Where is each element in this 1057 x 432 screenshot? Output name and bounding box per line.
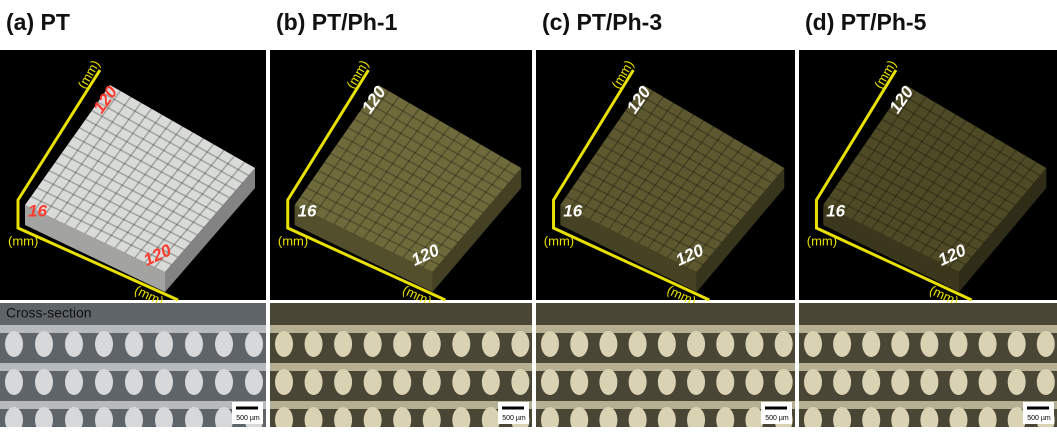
panel-title: (d) PT/Ph-5: [805, 9, 927, 35]
scale-label: 500 µm: [1027, 415, 1051, 422]
fiber: [891, 369, 909, 395]
fiber: [920, 369, 938, 395]
fiber: [541, 331, 559, 357]
fiber: [716, 369, 734, 395]
panel: (c) PT/Ph-3(mm)(mm)(mm)12016120500 µm: [536, 9, 795, 427]
fiber: [393, 331, 411, 357]
fiber: [833, 331, 851, 357]
unit-label: (mm): [278, 233, 308, 248]
fiber: [245, 369, 263, 395]
scale-label: 500 µm: [765, 415, 789, 422]
fiber: [1037, 369, 1055, 395]
fiber: [687, 331, 705, 357]
fiber: [629, 331, 647, 357]
fiber: [658, 331, 676, 357]
fiber: [833, 369, 851, 395]
fiber: [599, 331, 617, 357]
fiber: [155, 369, 173, 395]
fiber: [95, 331, 113, 357]
fiber: [920, 331, 938, 357]
dimension-label: 16: [563, 201, 582, 220]
unit-label: (mm): [544, 233, 574, 248]
fiber: [215, 369, 233, 395]
fiber: [804, 331, 822, 357]
fiber: [482, 369, 500, 395]
fiber: [570, 369, 588, 395]
fiber: [979, 369, 997, 395]
fiber: [804, 369, 822, 395]
fiber: [511, 331, 529, 357]
fiber: [775, 369, 793, 395]
fiber: [745, 331, 763, 357]
fiber: [629, 369, 647, 395]
fiber: [745, 369, 763, 395]
fiber: [570, 331, 588, 357]
fiber: [658, 369, 676, 395]
fiber: [95, 369, 113, 395]
caption: Cross-section: [6, 305, 92, 321]
fiber: [1037, 331, 1055, 357]
fiber: [5, 331, 23, 357]
unit-label: (mm): [8, 233, 38, 248]
fiber: [155, 331, 173, 357]
fiber: [716, 331, 734, 357]
fiber: [979, 331, 997, 357]
fiber: [305, 369, 323, 395]
fiber: [35, 331, 53, 357]
fiber: [452, 369, 470, 395]
fiber: [65, 331, 83, 357]
fiber: [482, 331, 500, 357]
fiber: [423, 369, 441, 395]
fiber: [541, 369, 559, 395]
fiber: [1008, 369, 1026, 395]
fiber: [949, 331, 967, 357]
scale-label: 500 µm: [502, 415, 526, 422]
fiber: [364, 369, 382, 395]
fiber: [334, 331, 352, 357]
figure: (a) PT(mm)(mm)(mm)12016120Cross-section5…: [0, 0, 1057, 427]
fiber: [511, 369, 529, 395]
dimension-label: 16: [298, 201, 317, 220]
fiber: [452, 331, 470, 357]
fiber: [599, 369, 617, 395]
fiber: [125, 331, 143, 357]
panel-title: (a) PT: [6, 9, 70, 35]
fiber: [775, 331, 793, 357]
fiber: [185, 331, 203, 357]
fiber: [1008, 331, 1026, 357]
panel-title: (b) PT/Ph-1: [276, 9, 398, 35]
dimension-label: 16: [826, 201, 845, 220]
fiber: [275, 369, 293, 395]
fiber: [364, 331, 382, 357]
fiber: [245, 331, 263, 357]
panel: (a) PT(mm)(mm)(mm)12016120Cross-section5…: [0, 9, 266, 427]
fiber: [125, 369, 143, 395]
fiber: [215, 331, 233, 357]
scale-label: 500 µm: [236, 415, 260, 422]
fiber: [862, 331, 880, 357]
fiber: [65, 369, 83, 395]
panel: (b) PT/Ph-1(mm)(mm)(mm)12016120500 µm: [270, 9, 532, 427]
fiber: [275, 331, 293, 357]
dimension-label: 16: [28, 201, 47, 220]
fiber: [687, 369, 705, 395]
panel-title: (c) PT/Ph-3: [542, 9, 662, 35]
fiber: [393, 369, 411, 395]
fiber: [949, 369, 967, 395]
fiber: [862, 369, 880, 395]
unit-label: (mm): [807, 233, 837, 248]
fiber: [5, 369, 23, 395]
fiber: [334, 369, 352, 395]
fiber: [35, 369, 53, 395]
fiber: [423, 331, 441, 357]
fiber: [305, 331, 323, 357]
fiber: [185, 369, 203, 395]
fiber: [891, 331, 909, 357]
